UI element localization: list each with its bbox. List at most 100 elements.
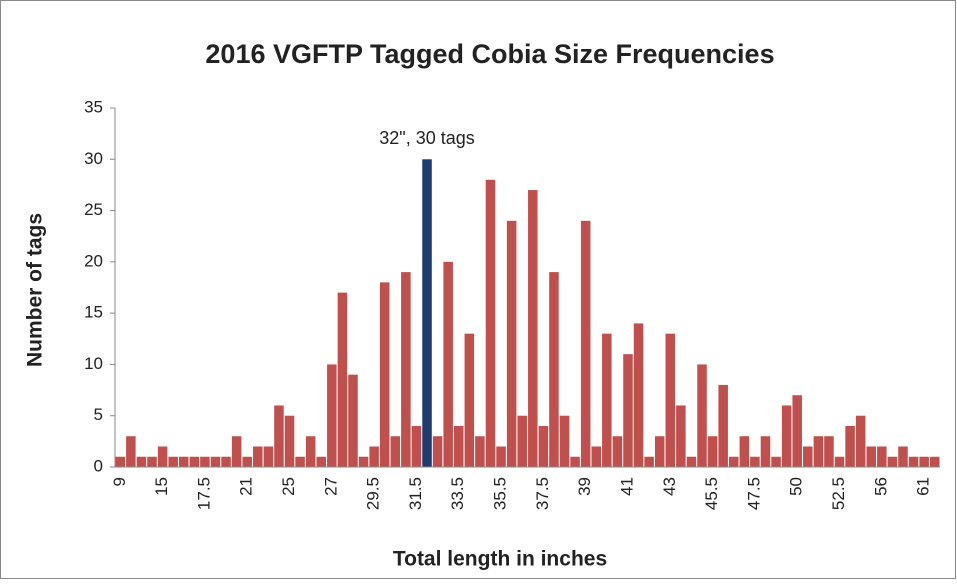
x-tick-label: 29.5 bbox=[364, 477, 383, 510]
x-tick-label: 61 bbox=[914, 477, 933, 496]
bar bbox=[422, 159, 432, 468]
bar bbox=[834, 456, 845, 467]
bar bbox=[528, 190, 538, 468]
bar bbox=[750, 456, 760, 467]
x-tick-label: 45.5 bbox=[702, 477, 721, 510]
bar bbox=[633, 323, 644, 467]
bar bbox=[147, 456, 157, 467]
bar bbox=[855, 415, 866, 467]
bar bbox=[676, 405, 686, 467]
y-tick-label: 35 bbox=[84, 97, 103, 116]
bar bbox=[475, 436, 485, 467]
bar bbox=[221, 456, 231, 467]
bar bbox=[908, 456, 919, 467]
bar bbox=[379, 282, 390, 467]
bar bbox=[200, 456, 210, 467]
y-tick-label: 15 bbox=[84, 303, 103, 322]
bar bbox=[305, 436, 316, 467]
bar bbox=[919, 456, 929, 467]
bar bbox=[506, 220, 517, 467]
x-tick-label: 25 bbox=[279, 477, 298, 496]
bar bbox=[612, 436, 623, 467]
x-tick-label: 15 bbox=[152, 477, 171, 496]
bar bbox=[549, 272, 559, 467]
bar bbox=[580, 220, 591, 467]
x-tick-label: 17.5 bbox=[194, 477, 213, 510]
bar bbox=[665, 333, 676, 467]
bar bbox=[126, 436, 136, 467]
bar bbox=[432, 436, 443, 467]
bar bbox=[866, 446, 877, 467]
bar bbox=[697, 364, 707, 467]
bar bbox=[210, 456, 221, 467]
y-tick-label: 25 bbox=[84, 200, 103, 219]
bar bbox=[453, 425, 464, 467]
x-tick-label: 41 bbox=[617, 477, 636, 496]
bar bbox=[337, 292, 348, 467]
bar bbox=[189, 456, 200, 467]
bar bbox=[781, 405, 792, 467]
bar bbox=[654, 436, 665, 467]
bar bbox=[898, 446, 908, 467]
bar bbox=[274, 405, 284, 467]
bar bbox=[401, 272, 411, 467]
bar bbox=[559, 415, 570, 467]
y-tick-label: 30 bbox=[84, 149, 103, 168]
bar bbox=[739, 436, 750, 467]
bar bbox=[707, 436, 718, 467]
x-tick-label: 27 bbox=[321, 477, 340, 496]
x-tick-label: 39 bbox=[575, 477, 594, 496]
bar bbox=[803, 446, 813, 467]
bar bbox=[686, 456, 697, 467]
bar bbox=[242, 456, 252, 467]
x-tick-label: 47.5 bbox=[744, 477, 763, 510]
bar bbox=[517, 415, 527, 467]
bar bbox=[771, 456, 781, 467]
x-tick-label: 37.5 bbox=[533, 477, 552, 510]
bar bbox=[284, 415, 295, 467]
y-tick-label: 10 bbox=[84, 354, 103, 373]
bar bbox=[136, 456, 147, 467]
chart-title: 2016 VGFTP Tagged Cobia Size Frequencies bbox=[205, 39, 774, 69]
bar bbox=[443, 261, 453, 467]
bar bbox=[178, 456, 189, 467]
y-tick-label: 20 bbox=[84, 251, 103, 270]
bar bbox=[369, 446, 379, 467]
bar bbox=[327, 364, 337, 467]
x-tick-label: 35.5 bbox=[491, 477, 510, 510]
annotation: 32", 30 tags bbox=[379, 128, 474, 148]
bar bbox=[760, 436, 771, 467]
y-tick-label: 0 bbox=[94, 456, 103, 475]
bar bbox=[792, 395, 802, 467]
bar bbox=[464, 333, 475, 467]
x-tick-label: 33.5 bbox=[448, 477, 467, 510]
bar bbox=[824, 436, 834, 467]
y-axis-title: Number of tags bbox=[24, 213, 47, 367]
bar bbox=[602, 333, 612, 467]
bar bbox=[887, 456, 898, 467]
bar bbox=[295, 456, 305, 467]
x-tick-label: 9 bbox=[110, 477, 129, 486]
bar bbox=[538, 425, 549, 467]
bar bbox=[591, 446, 602, 467]
bar bbox=[390, 436, 401, 467]
x-axis-title: Total length in inches bbox=[393, 548, 607, 571]
bar bbox=[157, 446, 168, 467]
bar bbox=[728, 456, 739, 467]
x-tick-label: 31.5 bbox=[406, 477, 425, 510]
bar bbox=[115, 456, 126, 467]
x-tick-label: 56 bbox=[871, 477, 890, 496]
bar bbox=[718, 384, 728, 467]
bar bbox=[813, 436, 824, 467]
bar bbox=[644, 456, 654, 467]
bar bbox=[168, 456, 178, 467]
bar bbox=[253, 446, 263, 467]
bar bbox=[623, 354, 633, 467]
x-tick-label: 21 bbox=[237, 477, 256, 496]
bar bbox=[358, 456, 369, 467]
bar bbox=[411, 425, 422, 467]
x-tick-label: 50 bbox=[787, 477, 806, 496]
bar bbox=[845, 425, 855, 467]
